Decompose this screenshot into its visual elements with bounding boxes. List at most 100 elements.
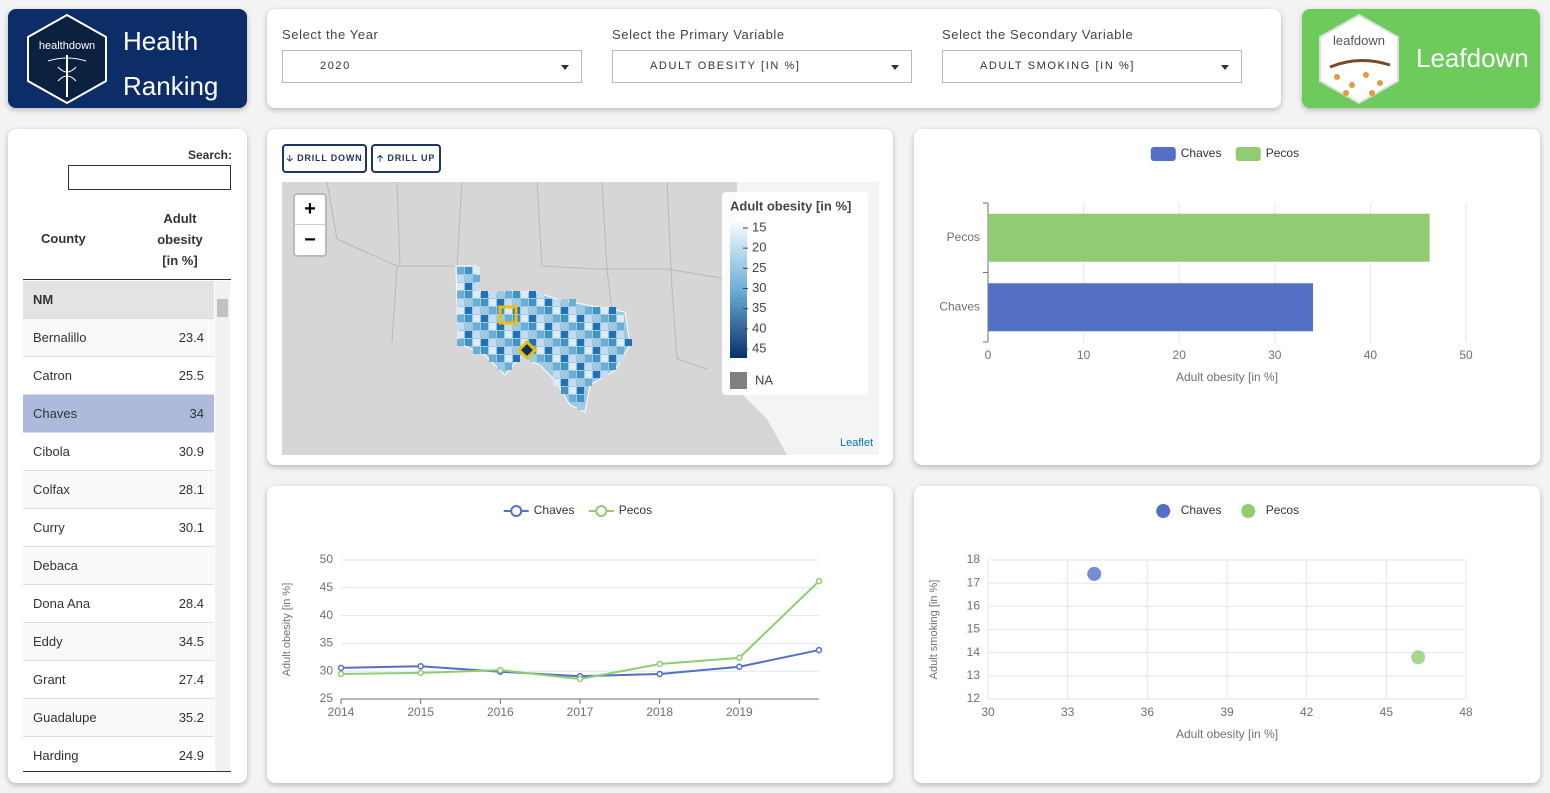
county-cell[interactable]	[561, 315, 568, 322]
drill-up-button[interactable]: 🡡 DRILL UP	[371, 144, 441, 173]
county-cell[interactable]	[601, 323, 608, 330]
county-cell[interactable]	[577, 379, 584, 386]
county-cell[interactable]	[465, 331, 472, 338]
county-cell[interactable]	[521, 331, 528, 338]
county-cell[interactable]	[465, 315, 472, 322]
county-cell[interactable]	[489, 299, 496, 306]
county-cell[interactable]	[593, 363, 600, 370]
county-cell[interactable]	[537, 331, 544, 338]
county-cell[interactable]	[465, 291, 472, 298]
legend-label[interactable]: Pecos	[619, 503, 652, 517]
county-cell[interactable]	[569, 363, 576, 370]
county-cell[interactable]	[537, 355, 544, 362]
county-cell[interactable]	[505, 347, 512, 354]
county-cell[interactable]	[617, 331, 624, 338]
selected-county[interactable]	[516, 339, 538, 361]
county-cell[interactable]	[593, 371, 600, 378]
county-cell[interactable]	[553, 315, 560, 322]
county-cell[interactable]	[513, 331, 520, 338]
county-cell[interactable]	[545, 315, 552, 322]
county-cell[interactable]	[489, 331, 496, 338]
drill-down-button[interactable]: 🡣 DRILL DOWN	[282, 144, 367, 173]
county-cell[interactable]	[553, 339, 560, 346]
county-cell[interactable]	[473, 339, 480, 346]
county-cell[interactable]	[537, 291, 544, 298]
county-cell[interactable]	[473, 299, 480, 306]
county-cell[interactable]	[481, 307, 488, 314]
county-cell[interactable]	[465, 299, 472, 306]
county-cell[interactable]	[593, 323, 600, 330]
legend-label[interactable]: Chaves	[1181, 503, 1222, 517]
legend-label[interactable]: Pecos	[1266, 146, 1299, 160]
county-cell[interactable]	[577, 339, 584, 346]
county-cell[interactable]	[577, 403, 584, 410]
table-row[interactable]: Debaca	[23, 546, 214, 585]
county-cell[interactable]	[545, 307, 552, 314]
county-cell[interactable]	[569, 395, 576, 402]
county-cell[interactable]	[577, 371, 584, 378]
county-cell[interactable]	[553, 363, 560, 370]
county-cell[interactable]	[505, 355, 512, 362]
selected-county[interactable]	[498, 305, 518, 325]
legend-label[interactable]: Pecos	[1266, 503, 1299, 517]
point[interactable]	[576, 675, 584, 683]
county-cell[interactable]	[601, 363, 608, 370]
county-cell[interactable]	[561, 363, 568, 370]
county-cell[interactable]	[489, 315, 496, 322]
county-cell[interactable]	[497, 363, 504, 370]
county-cell[interactable]	[489, 307, 496, 314]
legend-label[interactable]: Chaves	[1181, 146, 1222, 160]
county-cell[interactable]	[497, 339, 504, 346]
county-cell[interactable]	[585, 347, 592, 354]
county-cell[interactable]	[537, 299, 544, 306]
county-cell[interactable]	[505, 299, 512, 306]
county-cell[interactable]	[577, 315, 584, 322]
table-row[interactable]: Harding 24.9	[23, 736, 214, 771]
county-cell[interactable]	[545, 323, 552, 330]
county-cell[interactable]	[569, 299, 576, 306]
county-cell[interactable]	[577, 355, 584, 362]
county-cell[interactable]	[569, 355, 576, 362]
county-cell[interactable]	[473, 275, 480, 282]
county-cell[interactable]	[489, 347, 496, 354]
county-cell[interactable]	[529, 315, 536, 322]
point[interactable]	[736, 654, 743, 662]
county-cell[interactable]	[609, 331, 616, 338]
county-cell[interactable]	[609, 323, 616, 330]
county-cell[interactable]	[497, 347, 504, 354]
county-cell[interactable]	[529, 323, 536, 330]
county-cell[interactable]	[585, 323, 592, 330]
county-cell[interactable]	[545, 339, 552, 346]
county-cell[interactable]	[577, 323, 584, 330]
county-cell[interactable]	[609, 363, 616, 370]
point[interactable]	[497, 666, 504, 674]
county-cell[interactable]	[529, 339, 536, 346]
county-cell[interactable]	[601, 371, 608, 378]
county-cell[interactable]	[473, 331, 480, 338]
table-row[interactable]: Colfax 28.1	[23, 470, 214, 509]
county-cell[interactable]	[545, 331, 552, 338]
county-cell[interactable]	[561, 307, 568, 314]
table-row[interactable]: Chaves 34	[23, 394, 214, 433]
county-cell[interactable]	[609, 339, 616, 346]
county-cell[interactable]	[569, 379, 576, 386]
county-cell[interactable]	[505, 323, 512, 330]
county-cell[interactable]	[553, 379, 560, 386]
county-cell[interactable]	[569, 347, 576, 354]
county-cell[interactable]	[521, 315, 528, 322]
county-cell[interactable]	[569, 323, 576, 330]
county-cell[interactable]	[481, 331, 488, 338]
table-row[interactable]: Dona Ana 28.4	[23, 584, 214, 623]
county-cell[interactable]	[601, 347, 608, 354]
county-cell[interactable]	[457, 323, 464, 330]
county-cell[interactable]	[473, 291, 480, 298]
county-cell[interactable]	[617, 347, 624, 354]
county-cell[interactable]	[473, 323, 480, 330]
county-cell[interactable]	[537, 315, 544, 322]
county-cell[interactable]	[465, 339, 472, 346]
county-cell[interactable]	[505, 339, 512, 346]
county-cell[interactable]	[625, 339, 632, 346]
county-cell[interactable]	[529, 355, 536, 362]
county-cell[interactable]	[577, 387, 584, 394]
county-cell[interactable]	[561, 371, 568, 378]
